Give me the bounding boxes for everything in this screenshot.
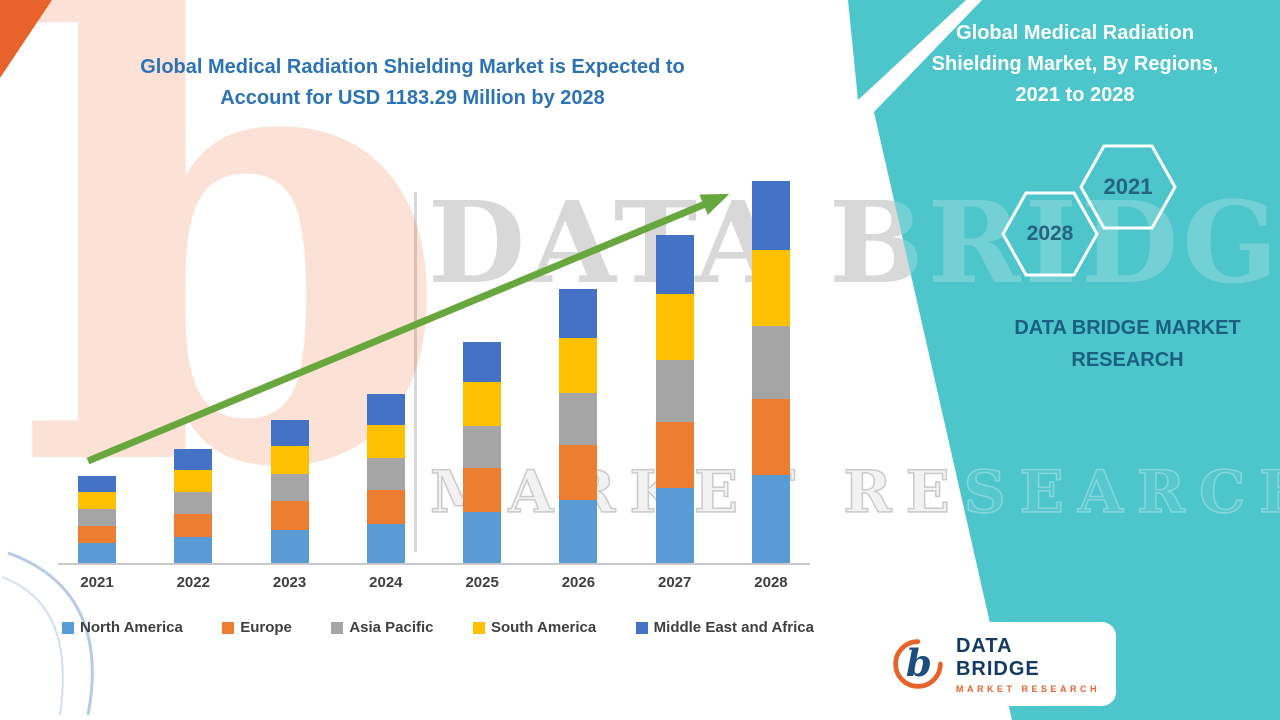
axis-label-2024: 2024 (369, 574, 403, 591)
legend-swatch-icon (222, 621, 235, 634)
bar-segment-asia-pacific (78, 509, 116, 526)
chart-legend: North America Europe Asia Pacific South Ame… (62, 619, 814, 636)
hexagon-outline-icon (1079, 144, 1177, 230)
bar-segment-europe (366, 490, 405, 525)
brand-logo-card: b DATA BRIDGE MARKET RESEARCH (876, 622, 1116, 706)
bar-segment-south-america (751, 249, 790, 327)
bar-segment-north-america (559, 500, 598, 563)
legend-item-north-america: North America (62, 619, 183, 636)
chart-title-line-1: Global Medical Radiation Shielding Marke… (140, 56, 685, 78)
x-axis-labels: 2021 2022 2023 2024 2025 2026 2027 2028 (58, 574, 810, 591)
bar-segment-south-america (78, 491, 116, 510)
bar-segment-middle-east-and-africa (559, 288, 598, 339)
axis-label-2026: 2026 (561, 574, 596, 591)
bar-segment-asia-pacific (559, 393, 598, 446)
bar-segment-europe (270, 501, 309, 531)
axis-label-2025: 2025 (465, 574, 499, 591)
hexagon-year-end-label: 2021 (1103, 174, 1153, 199)
bar-segment-asia-pacific (366, 458, 405, 491)
bar-2027 (655, 235, 694, 563)
bar-segment-north-america (655, 487, 694, 563)
legend-item-middle-east-and-africa: Middle East and Africa (635, 619, 814, 636)
hexagon-year-start-label: 2028 (1026, 222, 1074, 245)
bar-segment-asia-pacific (655, 359, 694, 422)
legend-swatch-icon (472, 621, 485, 634)
bar-segment-asia-pacific (174, 492, 213, 515)
legend-swatch-icon (62, 621, 74, 634)
legend-label: Middle East and Africa (653, 619, 814, 636)
bar-segment-south-america (174, 469, 213, 493)
hexagon-year-end: 2021 (1078, 143, 1178, 231)
bar-segment-north-america (270, 530, 309, 563)
bar-segment-south-america (559, 338, 598, 394)
bar-segment-middle-east-and-africa (751, 181, 790, 250)
bar-segment-middle-east-and-africa (270, 420, 309, 446)
corner-accent-triangle (0, 0, 52, 78)
bar-segment-europe (78, 525, 116, 543)
legend-label: Asia Pacific (349, 619, 434, 636)
bar-2024 (366, 394, 405, 563)
bar-segment-south-america (270, 445, 309, 475)
bar-2025 (463, 342, 502, 563)
bar-segment-asia-pacific (751, 326, 790, 399)
legend-label: South America (490, 619, 597, 636)
legend-swatch-icon (331, 621, 344, 634)
side-panel-title-line-2: Shielding Market, By Regions, (931, 53, 1219, 75)
bar-2023 (270, 420, 309, 563)
logo-name: DATA BRIDGE (955, 634, 1040, 680)
bar-segment-europe (751, 398, 790, 476)
bar-segment-middle-east-and-africa (366, 394, 405, 425)
bar-segment-south-america (655, 294, 694, 360)
bar-2028 (751, 181, 790, 563)
bar-segment-asia-pacific (270, 474, 309, 502)
bar-segment-europe (559, 445, 598, 500)
axis-label-2022: 2022 (176, 574, 210, 591)
chart-title: Global Medical Radiation Shielding Marke… (90, 52, 735, 114)
side-panel-title: Global Medical Radiation Shielding Marke… (900, 18, 1250, 111)
bar-segment-europe (655, 422, 694, 488)
panel-brand-text: DATA BRIDGE MARKET RESEARCH (960, 312, 1280, 376)
legend-item-europe: Europe (222, 619, 292, 636)
stacked-bar-chart (58, 180, 810, 565)
bar-segment-middle-east-and-africa (463, 342, 502, 382)
axis-label-2027: 2027 (658, 574, 692, 591)
bar-segment-north-america (174, 536, 213, 563)
axis-label-2021: 2021 (80, 574, 114, 591)
bar-segment-europe (174, 514, 213, 537)
side-panel-title-line-1: Global Medical Radiation (956, 22, 1194, 44)
bar-segment-north-america (751, 475, 790, 563)
hexagon-outline-icon (1001, 191, 1099, 277)
data-bridge-b-icon: b (893, 639, 943, 689)
logo-subtitle: MARKET RESEARCH (955, 683, 1100, 694)
axis-label-2028: 2028 (754, 574, 788, 591)
bar-segment-asia-pacific (463, 426, 502, 469)
bar-segment-south-america (463, 381, 502, 427)
legend-item-south-america: South America (472, 619, 597, 636)
legend-label: North America (80, 619, 183, 636)
bar-2026 (559, 288, 598, 563)
chart-title-line-2: Account for USD 1183.29 Million by 2028 (220, 87, 605, 109)
bar-segment-north-america (463, 512, 502, 563)
side-panel-title-line-3: 2021 to 2028 (1015, 84, 1135, 106)
bar-segment-middle-east-and-africa (655, 235, 694, 295)
bar-segment-north-america (366, 524, 405, 563)
bar-segment-south-america (366, 424, 405, 459)
bar-2022 (174, 449, 213, 563)
bar-segment-europe (463, 468, 502, 513)
panel-brand-line-2: RESEARCH (1071, 349, 1184, 371)
legend-item-asia-pacific: Asia Pacific (331, 619, 434, 636)
svg-text:b: b (906, 641, 932, 685)
legend-label: Europe (240, 619, 292, 636)
bar-segment-north-america (78, 543, 116, 563)
bar-segment-middle-east-and-africa (78, 476, 116, 492)
hexagon-year-start: 2028 (1000, 190, 1100, 278)
legend-swatch-icon (635, 621, 648, 634)
axis-label-2023: 2023 (272, 574, 307, 591)
bar-segment-middle-east-and-africa (174, 449, 213, 470)
panel-brand-line-1: DATA BRIDGE MARKET (1014, 317, 1241, 339)
bar-2021 (78, 476, 116, 563)
